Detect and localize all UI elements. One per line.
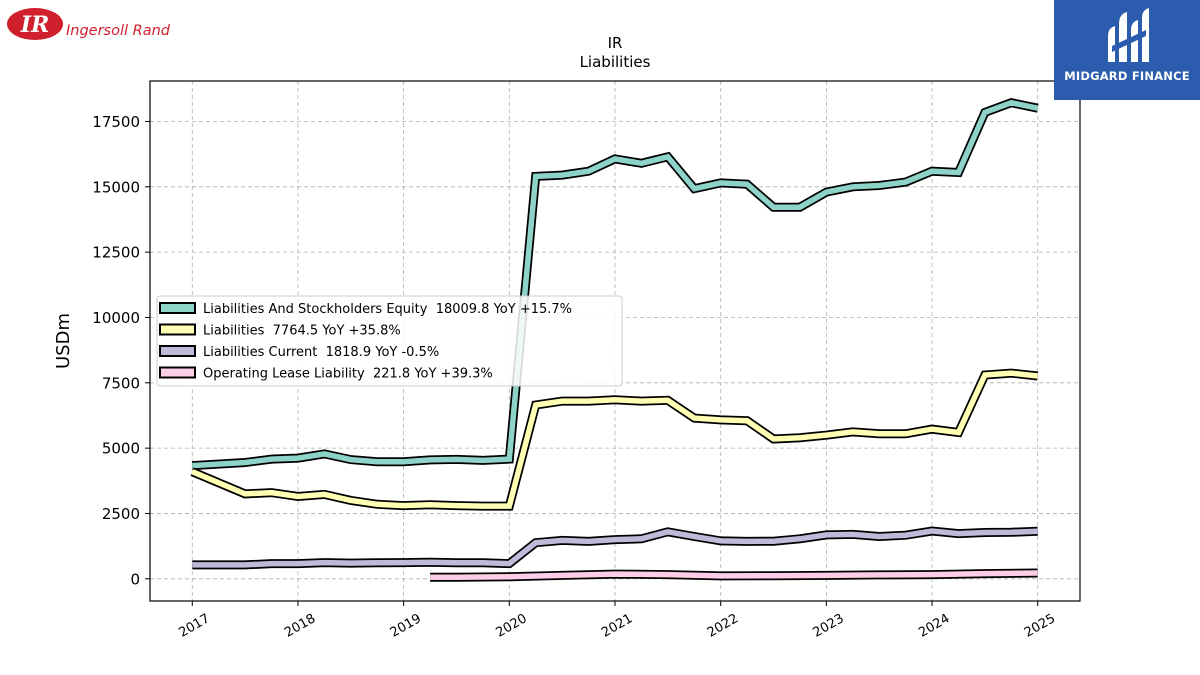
y-tick-label: 12500 [92, 244, 140, 262]
x-tick-label: 2025 [1022, 611, 1058, 641]
legend-swatch [159, 345, 196, 357]
series-line-operating-lease-liability [430, 570, 1038, 580]
y-tick-label: 2500 [102, 505, 140, 523]
series-line-liabilities-and-stockholders-equity [192, 99, 1039, 469]
legend-swatch [159, 366, 196, 379]
legend-entry: Liabilities And Stockholders Equity 1800… [203, 302, 572, 317]
legend-entry: Liabilities Current 1818.9 YoY -0.5% [203, 345, 439, 360]
series-line-liabilities [191, 370, 1039, 509]
x-tick-label: 2021 [599, 611, 635, 641]
midgard-logo-icon [1108, 8, 1149, 62]
ir-logo-wordmark: Ingersoll Rand [66, 23, 171, 39]
x-tick-label: 2020 [493, 611, 529, 641]
y-axis: 0 2500 5000 7500 10000 12500 15000 17500 [92, 113, 150, 588]
legend-swatch [159, 302, 196, 314]
x-axis: 2017 2018 2019 2020 2021 2022 2023 2024 2025 [176, 601, 1058, 641]
x-tick-label: 2018 [282, 611, 318, 641]
y-tick-label: 0 [130, 570, 140, 588]
x-tick-label: 2017 [176, 611, 212, 641]
legend-swatch [159, 323, 196, 336]
legend-entry: Operating Lease Liability 221.8 YoY +39.… [203, 367, 493, 382]
midgard-logo-wordmark: MIDGARD FINANCE [1064, 69, 1190, 83]
ingersoll-rand-logo: IR Ingersoll Rand [6, 6, 176, 42]
y-tick-label: 17500 [92, 113, 140, 131]
legend-entry: Liabilities 7764.5 YoY +35.8% [203, 324, 401, 339]
ir-logo-mark-text: IR [20, 12, 50, 38]
y-tick-label: 10000 [92, 309, 140, 327]
y-tick-label: 15000 [92, 178, 140, 196]
chart-title: IR [608, 34, 623, 52]
legend-box [156, 295, 623, 387]
legend: Liabilities And Stockholders Equity 1800… [156, 295, 623, 387]
y-tick-label: 7500 [102, 374, 140, 392]
chart-subtitle: Liabilities [580, 53, 651, 71]
series-lines [190, 98, 1039, 582]
x-tick-label: 2023 [811, 611, 847, 641]
y-axis-label: USDm [53, 313, 74, 369]
ir-logo-mark-icon [7, 8, 63, 40]
x-tick-label: 2022 [705, 611, 741, 641]
series-line-liabilities-current [192, 528, 1038, 568]
x-tick-label: 2019 [388, 611, 424, 641]
midgard-finance-logo: MIDGARD FINANCE [1054, 0, 1200, 100]
y-tick-label: 5000 [102, 440, 140, 458]
x-tick-label: 2024 [916, 611, 952, 641]
